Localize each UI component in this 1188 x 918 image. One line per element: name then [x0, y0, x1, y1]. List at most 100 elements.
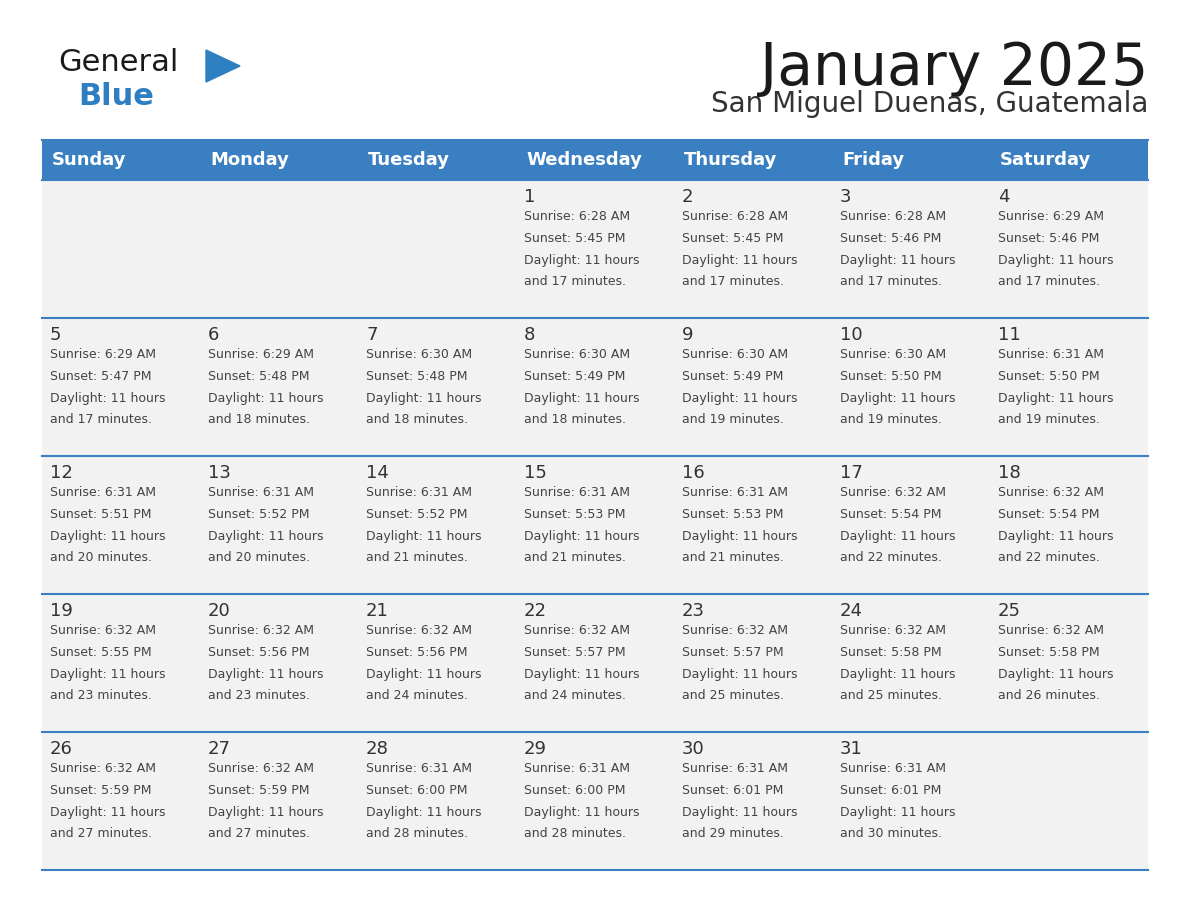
Text: 23: 23: [682, 602, 704, 620]
Text: Tuesday: Tuesday: [368, 151, 450, 169]
Text: Sunrise: 6:32 AM: Sunrise: 6:32 AM: [50, 762, 156, 775]
Text: 21: 21: [366, 602, 388, 620]
Bar: [42, 456, 1148, 594]
Text: Sunset: 5:46 PM: Sunset: 5:46 PM: [998, 232, 1099, 245]
Text: Sunrise: 6:32 AM: Sunrise: 6:32 AM: [208, 762, 314, 775]
Bar: [42, 318, 1148, 456]
Text: Sunrise: 6:32 AM: Sunrise: 6:32 AM: [50, 624, 156, 637]
Text: Sunrise: 6:32 AM: Sunrise: 6:32 AM: [682, 624, 788, 637]
Text: 18: 18: [998, 464, 1020, 482]
Text: 15: 15: [524, 464, 546, 482]
Text: Sunset: 6:00 PM: Sunset: 6:00 PM: [524, 784, 626, 797]
Text: 11: 11: [998, 326, 1020, 344]
Text: and 17 minutes.: and 17 minutes.: [50, 413, 152, 427]
Text: 29: 29: [524, 740, 546, 758]
Text: San Miguel Duenas, Guatemala: San Miguel Duenas, Guatemala: [710, 90, 1148, 118]
Text: Daylight: 11 hours: Daylight: 11 hours: [998, 667, 1113, 680]
Text: Sunset: 5:50 PM: Sunset: 5:50 PM: [840, 370, 942, 383]
Text: Daylight: 11 hours: Daylight: 11 hours: [682, 667, 797, 680]
Text: Sunset: 5:57 PM: Sunset: 5:57 PM: [682, 645, 784, 659]
Text: Daylight: 11 hours: Daylight: 11 hours: [524, 806, 639, 819]
Text: Daylight: 11 hours: Daylight: 11 hours: [998, 530, 1113, 543]
Text: and 19 minutes.: and 19 minutes.: [998, 413, 1100, 427]
Text: 7: 7: [366, 326, 378, 344]
Text: and 21 minutes.: and 21 minutes.: [682, 552, 784, 565]
Text: and 25 minutes.: and 25 minutes.: [840, 689, 942, 702]
Text: and 23 minutes.: and 23 minutes.: [208, 689, 310, 702]
Text: Sunrise: 6:31 AM: Sunrise: 6:31 AM: [998, 348, 1104, 361]
Text: and 23 minutes.: and 23 minutes.: [50, 689, 152, 702]
Text: and 20 minutes.: and 20 minutes.: [50, 552, 152, 565]
Text: and 21 minutes.: and 21 minutes.: [524, 552, 626, 565]
Text: Sunset: 5:56 PM: Sunset: 5:56 PM: [208, 645, 310, 659]
Text: Sunset: 5:56 PM: Sunset: 5:56 PM: [366, 645, 468, 659]
Text: 8: 8: [524, 326, 536, 344]
Text: Sunrise: 6:32 AM: Sunrise: 6:32 AM: [998, 486, 1104, 499]
Text: 13: 13: [208, 464, 230, 482]
Text: 28: 28: [366, 740, 388, 758]
Text: General: General: [58, 48, 178, 77]
Text: Sunrise: 6:32 AM: Sunrise: 6:32 AM: [840, 486, 946, 499]
Text: Daylight: 11 hours: Daylight: 11 hours: [524, 253, 639, 266]
Text: 12: 12: [50, 464, 72, 482]
Text: 9: 9: [682, 326, 694, 344]
Text: Sunrise: 6:31 AM: Sunrise: 6:31 AM: [366, 486, 472, 499]
Text: Daylight: 11 hours: Daylight: 11 hours: [366, 392, 481, 405]
Text: Sunset: 5:54 PM: Sunset: 5:54 PM: [840, 508, 942, 521]
Text: 16: 16: [682, 464, 704, 482]
Text: Sunset: 5:51 PM: Sunset: 5:51 PM: [50, 508, 152, 521]
Text: 24: 24: [840, 602, 862, 620]
Text: Sunrise: 6:29 AM: Sunrise: 6:29 AM: [208, 348, 314, 361]
Text: Sunrise: 6:29 AM: Sunrise: 6:29 AM: [50, 348, 156, 361]
Text: Blue: Blue: [78, 82, 154, 111]
Text: 14: 14: [366, 464, 388, 482]
Text: 19: 19: [50, 602, 72, 620]
Text: and 18 minutes.: and 18 minutes.: [366, 413, 468, 427]
Text: 17: 17: [840, 464, 862, 482]
Text: 2: 2: [682, 188, 694, 206]
Text: Daylight: 11 hours: Daylight: 11 hours: [998, 392, 1113, 405]
Text: Sunset: 5:52 PM: Sunset: 5:52 PM: [208, 508, 310, 521]
Text: Sunday: Sunday: [52, 151, 126, 169]
Text: and 17 minutes.: and 17 minutes.: [524, 275, 626, 288]
Text: Daylight: 11 hours: Daylight: 11 hours: [208, 667, 323, 680]
Text: and 29 minutes.: and 29 minutes.: [682, 827, 784, 840]
Text: and 19 minutes.: and 19 minutes.: [682, 413, 784, 427]
Text: 1: 1: [524, 188, 536, 206]
Text: Daylight: 11 hours: Daylight: 11 hours: [366, 806, 481, 819]
Text: Sunset: 5:53 PM: Sunset: 5:53 PM: [524, 508, 626, 521]
Text: Sunrise: 6:28 AM: Sunrise: 6:28 AM: [682, 210, 788, 223]
Text: and 24 minutes.: and 24 minutes.: [524, 689, 626, 702]
Polygon shape: [206, 50, 240, 82]
Text: Sunset: 5:45 PM: Sunset: 5:45 PM: [524, 232, 626, 245]
Text: 30: 30: [682, 740, 704, 758]
Text: Sunrise: 6:32 AM: Sunrise: 6:32 AM: [840, 624, 946, 637]
Bar: [42, 732, 1148, 870]
Text: Thursday: Thursday: [684, 151, 777, 169]
Text: Sunrise: 6:31 AM: Sunrise: 6:31 AM: [366, 762, 472, 775]
Text: 6: 6: [208, 326, 220, 344]
Text: Sunrise: 6:31 AM: Sunrise: 6:31 AM: [524, 486, 630, 499]
Text: Sunset: 5:48 PM: Sunset: 5:48 PM: [366, 370, 468, 383]
Text: Daylight: 11 hours: Daylight: 11 hours: [682, 530, 797, 543]
Text: 22: 22: [524, 602, 546, 620]
Text: 3: 3: [840, 188, 852, 206]
Text: Sunrise: 6:31 AM: Sunrise: 6:31 AM: [50, 486, 156, 499]
Text: Sunrise: 6:30 AM: Sunrise: 6:30 AM: [840, 348, 946, 361]
Text: Daylight: 11 hours: Daylight: 11 hours: [998, 253, 1113, 266]
Text: and 26 minutes.: and 26 minutes.: [998, 689, 1100, 702]
Text: Sunrise: 6:32 AM: Sunrise: 6:32 AM: [998, 624, 1104, 637]
Text: Daylight: 11 hours: Daylight: 11 hours: [366, 667, 481, 680]
Text: 5: 5: [50, 326, 62, 344]
Text: Daylight: 11 hours: Daylight: 11 hours: [366, 530, 481, 543]
Text: Sunrise: 6:28 AM: Sunrise: 6:28 AM: [524, 210, 630, 223]
Text: Sunset: 6:00 PM: Sunset: 6:00 PM: [366, 784, 468, 797]
Text: Daylight: 11 hours: Daylight: 11 hours: [682, 806, 797, 819]
Text: Sunset: 6:01 PM: Sunset: 6:01 PM: [840, 784, 941, 797]
Text: Wednesday: Wednesday: [526, 151, 642, 169]
Text: Sunrise: 6:31 AM: Sunrise: 6:31 AM: [682, 762, 788, 775]
Text: and 17 minutes.: and 17 minutes.: [998, 275, 1100, 288]
Text: Daylight: 11 hours: Daylight: 11 hours: [840, 667, 955, 680]
Text: 10: 10: [840, 326, 862, 344]
Text: Sunrise: 6:30 AM: Sunrise: 6:30 AM: [366, 348, 472, 361]
